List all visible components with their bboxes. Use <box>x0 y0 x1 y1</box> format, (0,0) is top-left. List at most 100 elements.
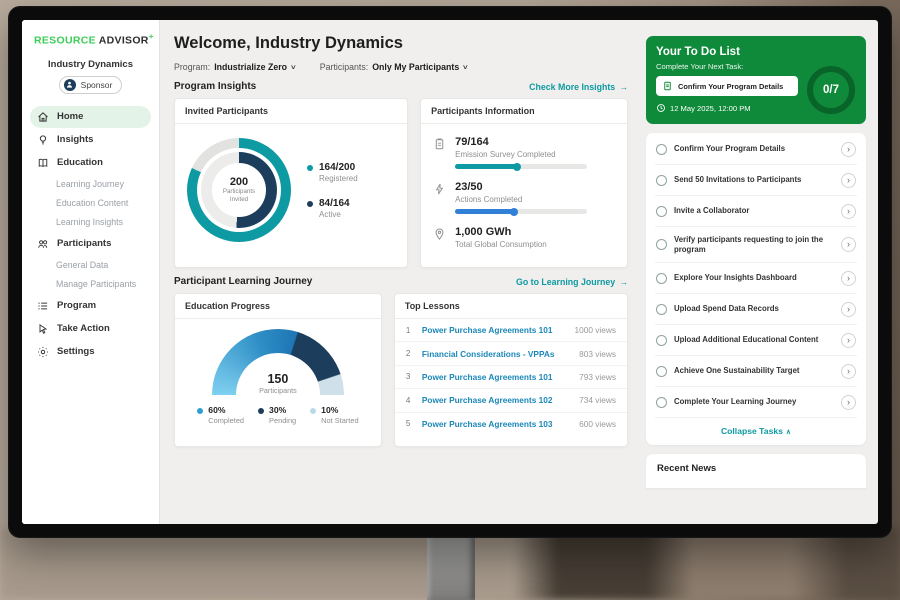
lesson-link[interactable]: Financial Considerations - VPPAs <box>421 348 555 359</box>
lesson-link[interactable]: Power Purchase Agreements 101 <box>421 371 553 382</box>
global-consumption-value: 1,000 GWh <box>455 226 512 238</box>
task-checkbox[interactable] <box>656 396 667 408</box>
recent-news-title: Recent News <box>657 463 717 475</box>
sidebar-item-label: Home <box>57 111 84 122</box>
lesson-views: 1000 views <box>574 325 616 336</box>
task-row[interactable]: Complete Your Learning Journey › <box>655 387 857 419</box>
task-row[interactable]: Achieve One Sustainability Target › <box>655 356 857 388</box>
task-checkbox[interactable] <box>656 174 667 186</box>
todo-next-task[interactable]: Confirm Your Program Details <box>656 76 798 96</box>
task-checkbox[interactable] <box>656 272 667 284</box>
sidebar-item-learning-journey[interactable]: Learning Journey <box>56 179 124 189</box>
chevron-right-icon[interactable]: › <box>841 301 856 317</box>
lesson-link[interactable]: Power Purchase Agreements 101 <box>421 325 553 336</box>
lesson-link[interactable]: Power Purchase Agreements 103 <box>421 418 553 429</box>
gauge-center-label: Participants <box>259 386 297 395</box>
program-filter[interactable]: Program: Industrialize Zero ∨ <box>174 62 297 72</box>
sidebar-item-participants[interactable]: Participants <box>30 233 151 255</box>
recent-news-header[interactable]: Recent News <box>646 454 866 489</box>
legend-dot <box>258 408 265 414</box>
lesson-row[interactable]: 4 Power Purchase Agreements 102 734 view… <box>394 389 627 413</box>
education-legend: 60% Completed 30% Pending <box>197 405 359 425</box>
task-checkbox[interactable] <box>656 303 667 315</box>
global-consumption-row: 1,000 GWh Total Global Consumption <box>433 226 615 254</box>
task-label: Complete Your Learning Journey <box>674 397 797 407</box>
filters-row: Program: Industrialize Zero ∨ Participan… <box>174 62 628 72</box>
task-checkbox[interactable] <box>656 205 667 217</box>
sidebar-item-label: Participants <box>57 238 112 249</box>
sidebar-item-manage-participants[interactable]: Manage Participants <box>56 279 137 289</box>
sidebar-item-take-action[interactable]: Take Action <box>30 318 151 340</box>
task-row[interactable]: Upload Additional Educational Content › <box>655 325 857 357</box>
legend-label: Registered <box>319 173 358 183</box>
task-checkbox[interactable] <box>656 334 667 346</box>
task-checkbox[interactable] <box>656 143 667 155</box>
sponsor-badge-label: Sponsor <box>80 79 113 90</box>
sidebar-item-education-content[interactable]: Education Content <box>56 198 129 208</box>
sidebar-item-home[interactable]: Home <box>30 105 151 128</box>
todo-subtitle: Complete Your Next Task: <box>656 62 744 71</box>
legend-label: Pending <box>269 416 297 425</box>
task-row[interactable]: Verify participants requesting to join t… <box>655 227 857 264</box>
task-checkbox[interactable] <box>656 239 667 251</box>
check-more-insights-link[interactable]: Check More Insights → <box>529 82 628 92</box>
task-row[interactable]: Send 50 Invitations to Participants › <box>655 165 857 196</box>
legend-registered: 164/200 Registered <box>307 162 358 183</box>
survey-icon <box>433 136 446 169</box>
legend-not-started: 10% Not Started <box>310 405 359 425</box>
home-icon <box>37 111 49 123</box>
chevron-right-icon[interactable]: › <box>841 363 856 379</box>
actions-completed-row: 23/50 Actions Completed <box>433 181 615 216</box>
clock-icon <box>657 104 665 112</box>
task-row[interactable]: Upload Spend Data Records › <box>655 294 857 326</box>
chevron-right-icon[interactable]: › <box>841 141 856 157</box>
people-icon <box>37 238 49 250</box>
todo-due: 12 May 2025, 12:00 PM <box>656 103 856 113</box>
task-row[interactable]: Explore Your Insights Dashboard › <box>655 263 857 295</box>
top-lessons-title: Top Lessons <box>394 294 627 319</box>
lesson-views: 803 views <box>579 348 616 359</box>
lesson-row[interactable]: 1 Power Purchase Agreements 101 1000 vie… <box>394 319 627 343</box>
chevron-right-icon[interactable]: › <box>841 332 856 348</box>
gauge-center-value: 150 <box>267 372 289 386</box>
chevron-right-icon[interactable]: › <box>841 270 856 286</box>
task-row[interactable]: Invite a Collaborator › <box>655 196 857 227</box>
pin-icon <box>433 226 446 254</box>
lesson-row[interactable]: 5 Power Purchase Agreements 103 600 view… <box>395 413 627 435</box>
legend-dot <box>310 408 317 414</box>
lesson-row[interactable]: 3 Power Purchase Agreements 101 793 view… <box>394 366 627 390</box>
logo-advisor: ADVISOR <box>98 34 149 47</box>
arrow-right-icon: → <box>619 276 628 287</box>
arrow-right-icon: → <box>619 81 628 92</box>
task-checkbox[interactable] <box>656 365 667 377</box>
sidebar-item-general-data[interactable]: General Data <box>56 260 109 270</box>
sidebar-item-insights[interactable]: Insights <box>30 129 151 151</box>
chevron-right-icon[interactable]: › <box>841 237 856 253</box>
sidebar-item-education[interactable]: Education <box>30 152 151 174</box>
actions-completed-progress <box>455 207 588 216</box>
top-lessons-card: Top Lessons 1 Power Purchase Agreements … <box>393 293 628 447</box>
task-label: Achieve One Sustainability Target <box>674 366 800 376</box>
lesson-link[interactable]: Power Purchase Agreements 102 <box>421 395 553 406</box>
chevron-right-icon[interactable]: › <box>841 203 856 219</box>
chevron-right-icon[interactable]: › <box>841 172 856 188</box>
collapse-tasks-label: Collapse Tasks <box>720 426 783 437</box>
task-label: Invite a Collaborator <box>674 205 750 215</box>
participants-filter[interactable]: Participants: Only My Participants ∨ <box>320 62 469 72</box>
sidebar-item-learning-insights[interactable]: Learning Insights <box>56 217 123 227</box>
actions-completed-value: 23/50 <box>455 181 483 193</box>
go-to-learning-journey-link[interactable]: Go to Learning Journey → <box>516 277 628 287</box>
sponsor-badge[interactable]: Sponsor <box>58 75 123 94</box>
lesson-row[interactable]: 2 Financial Considerations - VPPAs 803 v… <box>394 342 627 366</box>
sidebar-item-settings[interactable]: Settings <box>30 341 151 363</box>
legend-label: Not Started <box>321 416 359 425</box>
sidebar-item-program[interactable]: Program <box>30 295 151 317</box>
lesson-rank: 4 <box>405 395 411 405</box>
sidebar-item-label: Education <box>57 157 103 168</box>
legend-pending: 30% Pending <box>258 405 296 425</box>
chevron-right-icon[interactable]: › <box>841 394 856 410</box>
task-row[interactable]: Confirm Your Program Details › <box>655 134 857 165</box>
education-gauge-chart: 150 Participants <box>211 329 344 395</box>
page-title: Welcome, Industry Dynamics <box>174 34 403 52</box>
collapse-tasks-link[interactable]: Collapse Tasks ∧ <box>655 418 857 444</box>
